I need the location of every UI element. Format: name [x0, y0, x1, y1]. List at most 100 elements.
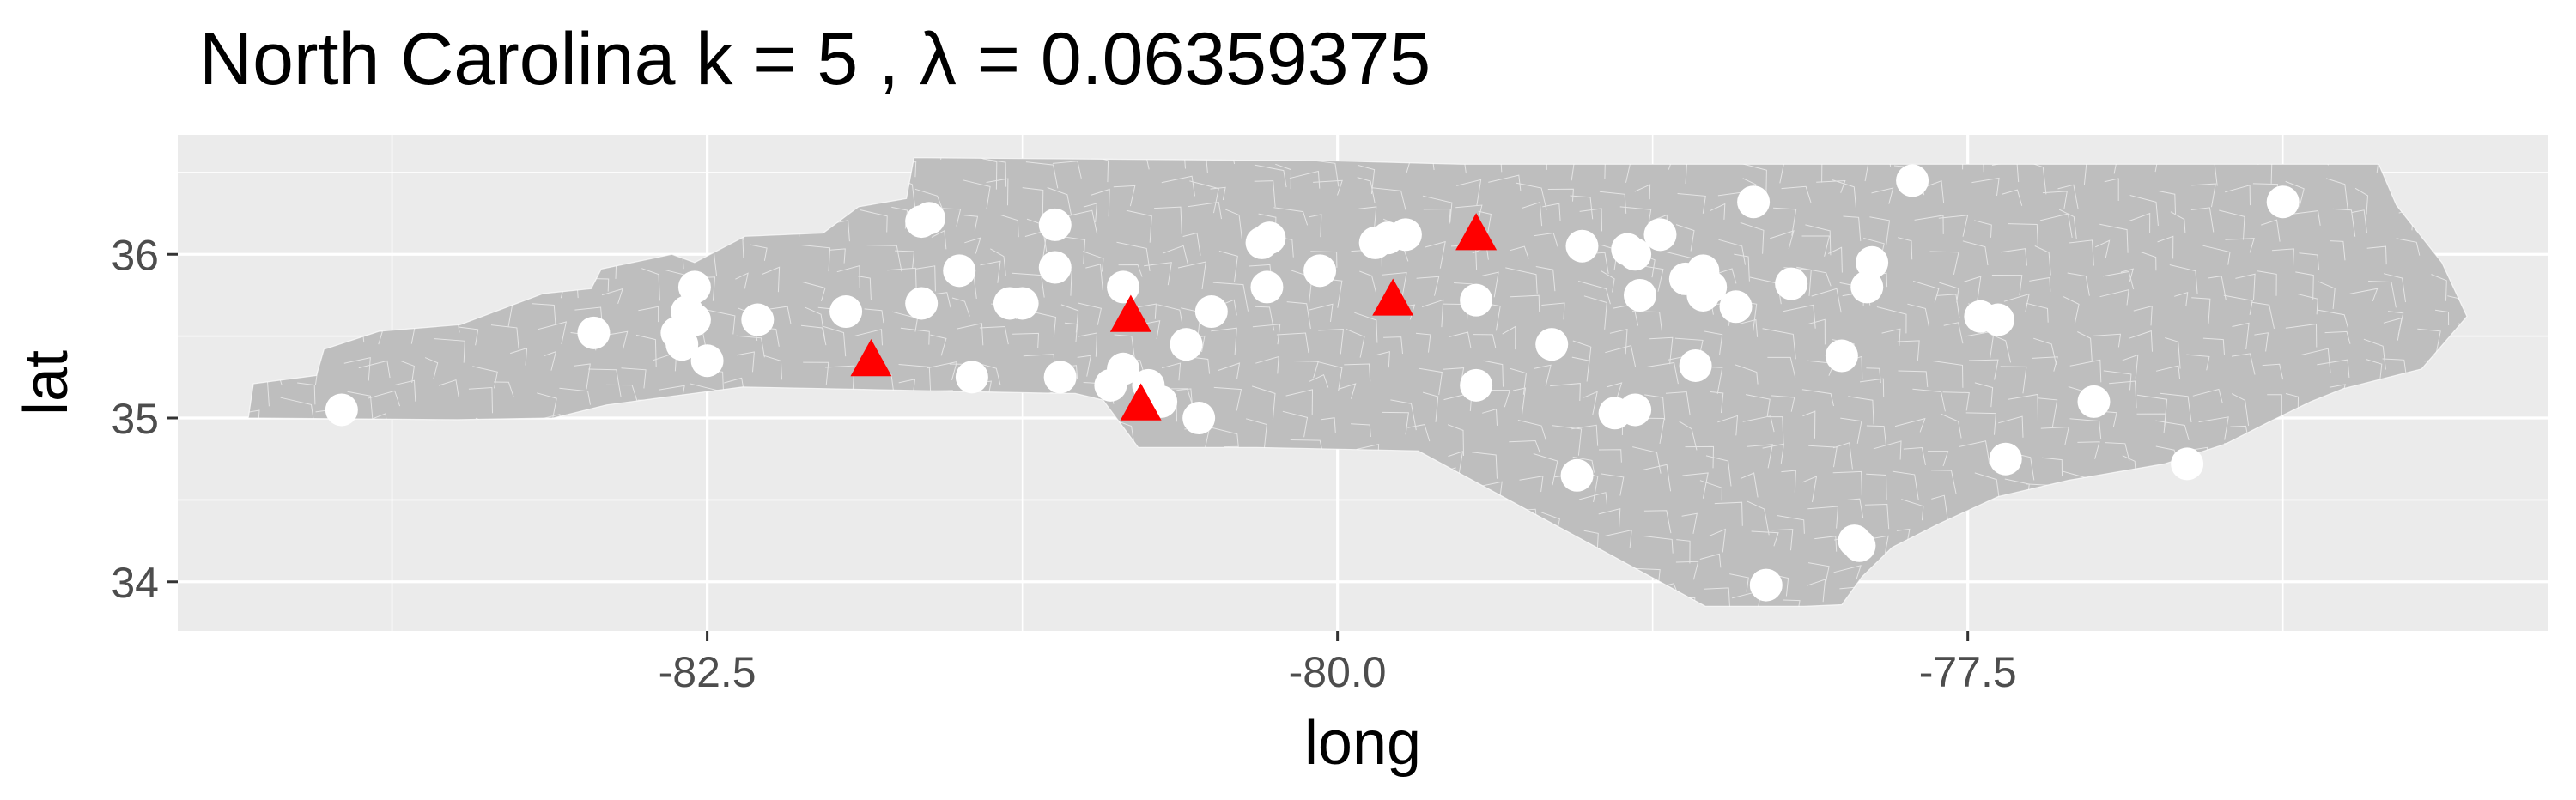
district-border — [544, 350, 557, 371]
data-point — [1182, 402, 1216, 435]
district-border — [1547, 188, 1574, 202]
y-axis-title: lat — [12, 350, 81, 415]
data-point — [665, 328, 699, 361]
district-border — [1273, 207, 1309, 226]
district-border — [347, 391, 374, 420]
district-border — [1601, 270, 1615, 293]
district-border — [1505, 267, 1538, 294]
district-border — [762, 266, 781, 293]
district-border — [510, 347, 528, 366]
x-tick-label: -77.5 — [1919, 648, 2017, 696]
district-border — [990, 248, 1006, 276]
district-border — [1717, 415, 1739, 436]
center-marker — [1120, 383, 1162, 421]
district-border — [736, 335, 765, 358]
x-tick-label: -80.0 — [1289, 648, 1387, 696]
district-border — [736, 351, 755, 373]
district-border — [1388, 157, 1413, 173]
district-border — [468, 386, 493, 414]
district-border — [1965, 157, 1984, 173]
district-border — [1423, 208, 1451, 225]
district-border — [1605, 344, 1637, 367]
district-border — [1805, 224, 1832, 256]
district-border — [2133, 305, 2153, 326]
district-border — [2261, 219, 2281, 242]
data-point — [671, 295, 704, 329]
district-border — [538, 321, 568, 345]
district-border — [2192, 388, 2223, 404]
district-border — [1213, 386, 1242, 411]
district-border — [2038, 397, 2058, 427]
district-border — [1541, 302, 1565, 320]
district-border — [1807, 318, 1826, 345]
district-border — [1521, 202, 1543, 227]
district-border — [1252, 324, 1281, 345]
district-border — [1762, 328, 1796, 360]
district-border — [1154, 206, 1182, 234]
cluster-centers — [850, 213, 1498, 421]
district-border — [2202, 337, 2225, 355]
district-border — [1357, 164, 1376, 194]
district-border — [1114, 334, 1136, 362]
district-border — [1254, 180, 1276, 208]
district-border — [2174, 292, 2189, 306]
district-border — [931, 230, 947, 250]
district-border — [1211, 327, 1237, 355]
data-point — [829, 295, 863, 329]
y-tick-label: 34 — [111, 559, 159, 607]
district-border — [1478, 210, 1492, 240]
district-border — [2299, 252, 2319, 270]
district-border — [2354, 187, 2369, 215]
district-border — [2431, 274, 2447, 301]
data-point — [1535, 328, 1569, 361]
district-border — [1783, 304, 1816, 329]
district-border — [1873, 440, 1902, 460]
district-border — [1699, 480, 1722, 501]
district-border — [1991, 275, 2023, 296]
data-point — [577, 316, 611, 349]
district-border — [1931, 494, 1948, 522]
district-border — [1382, 411, 1409, 435]
district-border — [2001, 248, 2027, 266]
district-border — [1310, 251, 1338, 268]
district-border — [1965, 412, 1996, 435]
district-border — [2069, 359, 2102, 383]
district-border — [1447, 424, 1464, 457]
district-border — [1974, 220, 1992, 238]
district-border — [1192, 356, 1211, 374]
district-border — [1609, 328, 1628, 355]
district-border — [1665, 391, 1691, 416]
district-border — [1939, 282, 1959, 303]
district-border — [635, 334, 657, 367]
district-border — [750, 244, 768, 261]
district-border — [1907, 303, 1929, 327]
district-border — [2063, 296, 2080, 324]
district-border — [2396, 238, 2421, 256]
district-border — [2330, 240, 2346, 261]
district-border — [2285, 180, 2305, 208]
district-border — [963, 215, 979, 231]
district-border — [1245, 418, 1267, 448]
district-border — [2099, 223, 2129, 253]
district-border — [2155, 420, 2190, 441]
district-border — [1578, 492, 1607, 505]
district-border — [2295, 271, 2314, 300]
district-border — [829, 248, 846, 264]
district-border — [1309, 303, 1334, 323]
district-border — [1898, 237, 1913, 260]
district-border — [601, 288, 623, 304]
district-border — [2099, 288, 2129, 306]
district-border — [2136, 413, 2167, 433]
district-border — [1769, 230, 1795, 250]
district-border — [1359, 270, 1376, 293]
district-border — [2140, 251, 2157, 271]
data-point — [1843, 529, 1876, 562]
district-border — [1064, 322, 1078, 343]
district-border — [2104, 178, 2119, 201]
district-border — [1714, 501, 1743, 526]
district-border — [1188, 202, 1222, 220]
district-border — [1419, 367, 1443, 396]
district-border — [2349, 288, 2379, 302]
district-border — [1455, 204, 1483, 219]
